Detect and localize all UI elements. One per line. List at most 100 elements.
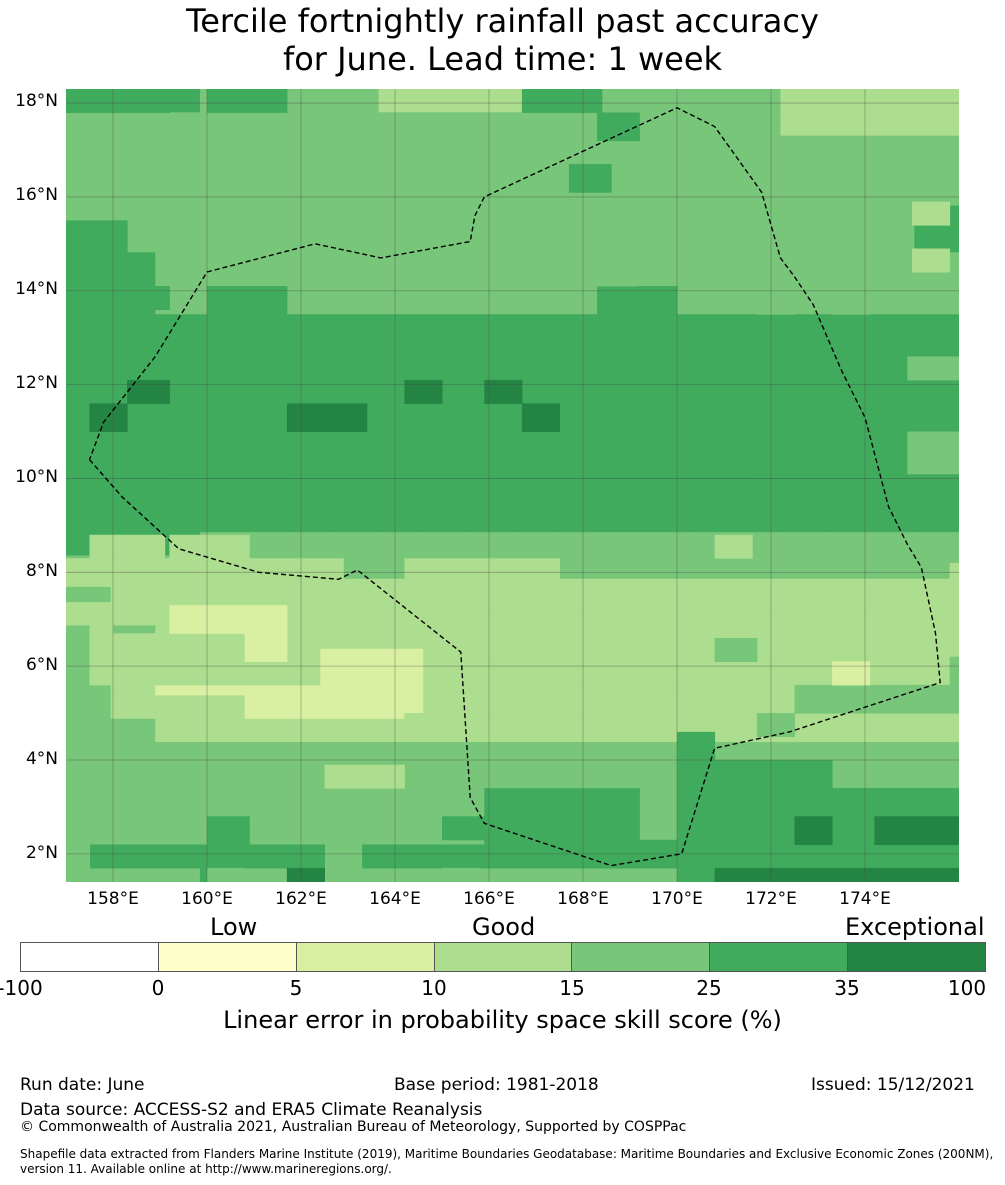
skill-cell [66,314,959,339]
skill-cell [601,742,648,766]
skill-cell [66,508,112,533]
skill-map [66,89,959,882]
skill-cell [869,89,915,113]
skill-cell [780,158,826,183]
skill-cell [825,485,871,510]
skill-cell [110,695,156,720]
skill-cell [286,867,325,882]
skill-cell [914,485,959,510]
skill-cell [691,205,737,230]
skill-cell [912,248,951,273]
skill-cell [949,562,959,587]
skill-cell [825,252,871,277]
skill-cell [512,228,558,253]
skill-cell [557,532,603,557]
skill-cell [333,228,380,253]
skill-cell [333,182,380,207]
skill-cell [949,89,959,113]
lat-tick-12n: 12°N [15,373,58,393]
skill-cell [714,760,833,789]
skill-cell [66,695,112,720]
skill-cell [825,578,871,603]
skill-cell [378,788,424,813]
skill-cell [512,205,558,230]
skill-cell [646,578,692,603]
skill-cell [378,812,424,836]
skill-cell [244,812,290,836]
skill-cell [512,135,558,160]
colorbar-label: Linear error in probability space skill … [223,1006,782,1034]
skill-cell [289,252,335,277]
skill-cell [289,89,335,113]
skill-cell [66,182,112,207]
skill-cell [914,112,959,137]
skill-cell [869,532,915,557]
skill-cell [735,182,781,207]
skill-cell [512,508,558,533]
skill-cell [289,532,335,557]
copyright: © Commonwealth of Australia 2021, Austra… [20,1119,687,1135]
skill-cell [324,764,405,789]
skill-cell [289,765,335,790]
skill-cell [244,844,325,869]
skill-cell [914,228,959,253]
skill-cell [512,252,558,277]
skill-cell [155,205,201,230]
skill-cell [735,158,781,183]
skill-cell [89,534,166,559]
skill-cell [423,89,469,113]
skill-cell [333,508,380,533]
skill-cell [559,661,716,686]
skill-cell [404,713,523,738]
skill-cell [199,695,246,720]
skill-cell [735,555,781,580]
skill-cell [289,275,335,300]
skill-cell [794,684,913,714]
skill-map-svg [66,89,959,882]
lat-tick-4n: 4°N [25,749,58,769]
skill-cell [289,158,335,183]
skill-cell [244,633,288,662]
lat-tick-8n: 8°N [25,561,58,581]
skill-cell [244,695,290,720]
skill-cell [378,205,424,230]
colorbar-segment [158,943,297,971]
skill-cell [597,262,636,287]
skill-cell [735,578,781,603]
skill-cell [869,205,915,230]
skill-cell [442,684,640,714]
skill-cell [378,135,424,160]
skill-cell [691,112,737,137]
skill-cell [601,718,648,743]
skill-cell [597,586,636,611]
skill-cell [780,252,826,277]
skill-cell [557,508,603,533]
skill-cell [467,508,514,533]
skill-cell [825,228,871,253]
skill-cell [467,135,514,160]
skill-cell [442,867,481,882]
skill-cell [912,201,951,226]
skill-cell [207,867,246,882]
skill-cell [735,112,781,137]
skill-cell [557,112,603,137]
skill-cell [66,718,112,743]
skill-cell [557,135,603,160]
skill-cell [601,228,648,253]
skill-cell [199,718,246,743]
skill-cell [914,602,959,627]
skill-cell [869,252,915,277]
skill-cell [155,252,201,277]
skill-cell [66,220,128,287]
lon-tick-158e: 158°E [87,889,139,909]
skill-cell [155,812,201,836]
skill-cell [333,89,380,113]
skill-cell [825,158,871,183]
skill-cell [199,205,246,230]
skill-cell [780,485,826,510]
skill-cell [378,742,424,766]
skill-cell [286,609,368,634]
skill-cell [423,742,469,766]
skill-cell [66,89,170,113]
skill-cell [289,205,335,230]
